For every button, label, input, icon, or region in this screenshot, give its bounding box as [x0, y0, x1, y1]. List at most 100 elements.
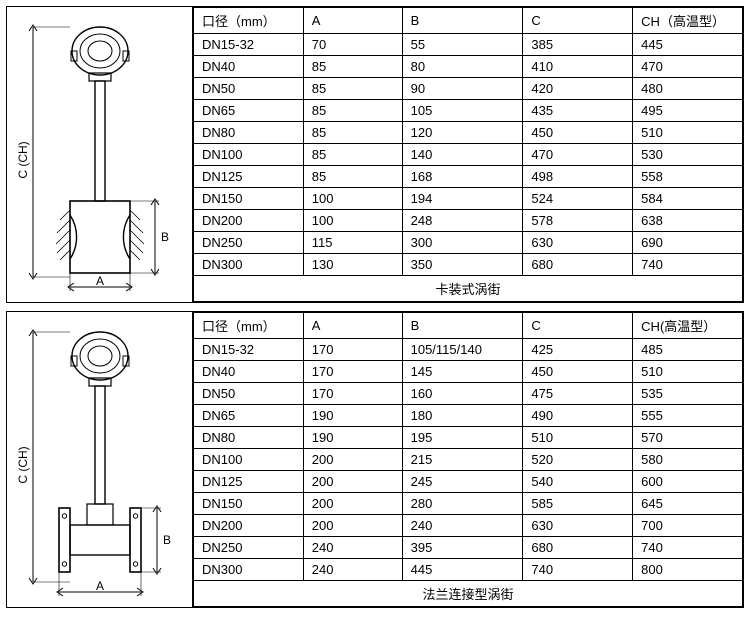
table-row: DN200200240630700: [194, 515, 743, 537]
table-cell: 55: [402, 34, 523, 56]
table-cell: 578: [523, 210, 633, 232]
dim-a-label: A: [95, 274, 103, 288]
table-cell: 130: [303, 254, 402, 276]
table-cell: DN200: [194, 210, 304, 232]
flange-tbody: DN15-32170105/115/140425485DN40170145450…: [194, 339, 743, 581]
table-cell: 215: [402, 449, 523, 471]
table-cell: 445: [633, 34, 743, 56]
column-header: C: [523, 8, 633, 34]
table-cell: 248: [402, 210, 523, 232]
table-cell: DN250: [194, 537, 304, 559]
table-cell: DN40: [194, 361, 304, 383]
table-row: DN50170160475535: [194, 383, 743, 405]
table-cell: 420: [523, 78, 633, 100]
head-icon: [71, 27, 129, 81]
table-row: DN200100248578638: [194, 210, 743, 232]
column-header: C: [523, 313, 633, 339]
diagram-flange: C (CH): [7, 312, 193, 607]
table-cell: 410: [523, 56, 633, 78]
table-cell: DN40: [194, 56, 304, 78]
table-cell: DN15-32: [194, 34, 304, 56]
table-cell: 638: [633, 210, 743, 232]
table-row: DN100200215520580: [194, 449, 743, 471]
wafer-header-row: 口径（mm）ABCCH（高温型）: [194, 8, 743, 34]
table-cell: DN200: [194, 515, 304, 537]
table-cell: 170: [303, 339, 402, 361]
table-cell: DN80: [194, 122, 304, 144]
table-cell: 200: [303, 449, 402, 471]
table-cell: 350: [402, 254, 523, 276]
table-flange: 口径（mm）ABCCH(高温型） DN15-32170105/115/14042…: [193, 312, 743, 607]
column-header: 口径（mm）: [194, 8, 304, 34]
table-row: DN15-32170105/115/140425485: [194, 339, 743, 361]
column-header: CH(高温型）: [633, 313, 743, 339]
column-header: A: [303, 8, 402, 34]
column-header: A: [303, 313, 402, 339]
table-row: DN150200280585645: [194, 493, 743, 515]
table-cell: 180: [402, 405, 523, 427]
table-wafer: 口径（mm）ABCCH（高温型） DN15-327055385445DN4085…: [193, 7, 743, 302]
table-cell: 85: [303, 166, 402, 188]
table-cell: 584: [633, 188, 743, 210]
table-cell: 425: [523, 339, 633, 361]
table-cell: 740: [633, 254, 743, 276]
table-cell: 645: [633, 493, 743, 515]
table-cell: 585: [523, 493, 633, 515]
head-icon: [71, 332, 129, 386]
table-cell: 570: [633, 427, 743, 449]
table-cell: 145: [402, 361, 523, 383]
dim-b-label: B: [160, 230, 168, 244]
table-cell: 105/115/140: [402, 339, 523, 361]
table-cell: 690: [633, 232, 743, 254]
table-cell: 524: [523, 188, 633, 210]
wafer-body-icon: [56, 201, 144, 273]
table-cell: 510: [633, 361, 743, 383]
table-row: DN125200245540600: [194, 471, 743, 493]
table-cell: 475: [523, 383, 633, 405]
table-cell: 85: [303, 122, 402, 144]
table-cell: 280: [402, 493, 523, 515]
diagram-wafer: C (CH): [7, 7, 193, 302]
table-cell: DN100: [194, 144, 304, 166]
wafer-caption: 卡装式涡街: [194, 276, 743, 302]
table-cell: 240: [402, 515, 523, 537]
table-cell: DN300: [194, 254, 304, 276]
panel-flange: C (CH): [6, 311, 744, 608]
table-row: DN15-327055385445: [194, 34, 743, 56]
flange-spec-table: 口径（mm）ABCCH(高温型） DN15-32170105/115/14042…: [193, 312, 743, 607]
table-row: DN250240395680740: [194, 537, 743, 559]
table-cell: 558: [633, 166, 743, 188]
table-cell: DN100: [194, 449, 304, 471]
table-cell: 740: [633, 537, 743, 559]
dim-b-label: B: [162, 533, 170, 547]
table-cell: 530: [633, 144, 743, 166]
table-cell: DN50: [194, 383, 304, 405]
table-cell: DN65: [194, 100, 304, 122]
table-row: DN12585168498558: [194, 166, 743, 188]
column-header: B: [402, 313, 523, 339]
table-cell: 435: [523, 100, 633, 122]
table-cell: DN125: [194, 471, 304, 493]
table-row: DN300240445740800: [194, 559, 743, 581]
table-cell: DN50: [194, 78, 304, 100]
table-cell: 555: [633, 405, 743, 427]
table-row: DN6585105435495: [194, 100, 743, 122]
table-cell: 510: [633, 122, 743, 144]
flange-header-row: 口径（mm）ABCCH(高温型）: [194, 313, 743, 339]
table-cell: 800: [633, 559, 743, 581]
table-row: DN508590420480: [194, 78, 743, 100]
table-cell: 80: [402, 56, 523, 78]
flange-body-icon: [59, 504, 141, 572]
wafer-drawing-svg: C (CH): [15, 15, 185, 295]
table-cell: 240: [303, 537, 402, 559]
table-cell: DN125: [194, 166, 304, 188]
stem-icon: [95, 81, 105, 201]
table-cell: DN250: [194, 232, 304, 254]
flange-caption: 法兰连接型涡街: [194, 581, 743, 607]
table-cell: 470: [633, 56, 743, 78]
table-cell: 85: [303, 78, 402, 100]
dim-c-label: C (CH): [16, 446, 30, 483]
table-cell: 385: [523, 34, 633, 56]
table-cell: 300: [402, 232, 523, 254]
flange-drawing-svg: C (CH): [15, 320, 185, 600]
